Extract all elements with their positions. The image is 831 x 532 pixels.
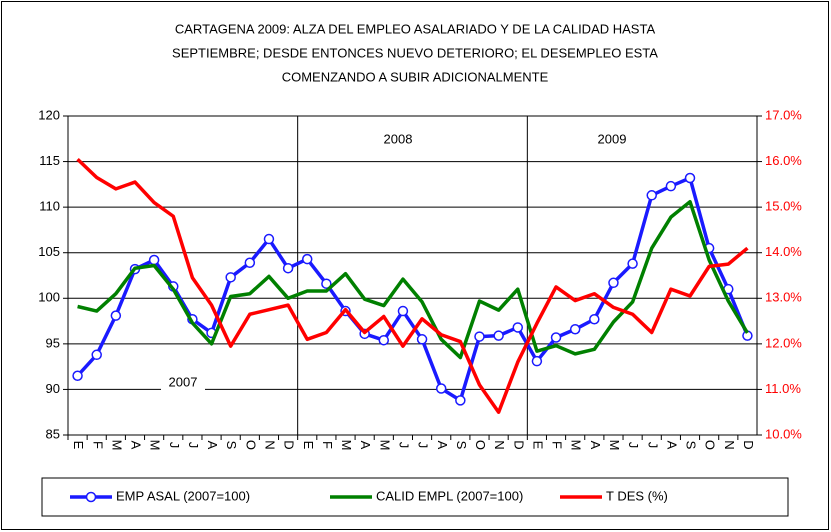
x-tick-label: S: [684, 441, 699, 450]
legend-label: CALID EMPL (2007=100): [376, 488, 523, 503]
y-tick-label: 105: [38, 244, 60, 259]
y2-tick-label: 14.0%: [765, 244, 802, 259]
x-tick-label: J: [626, 442, 641, 449]
x-tick-label: J: [186, 442, 201, 449]
data-point: [72, 370, 83, 382]
legend-marker: [85, 491, 97, 503]
data-point: [301, 253, 313, 265]
x-tick-label: F: [550, 441, 565, 449]
x-tick-label: N: [263, 440, 278, 449]
data-point: [378, 334, 390, 346]
data-point: [321, 278, 332, 289]
data-point: [435, 383, 447, 394]
data-point: [148, 254, 160, 266]
x-tick-label: A: [588, 441, 603, 450]
y-tick-label: 100: [38, 290, 60, 305]
y-tick-label: 110: [39, 199, 60, 214]
y2-tick-label: 13.0%: [765, 290, 802, 305]
x-tick-label: F: [90, 441, 105, 449]
x-tick-label: J: [396, 442, 411, 449]
x-tick-label: S: [454, 441, 469, 450]
x-tick-label: M: [377, 440, 392, 451]
data-point: [569, 324, 581, 335]
y-tick-label: 85: [46, 426, 60, 441]
data-point: [550, 332, 562, 343]
x-tick-label: M: [339, 440, 354, 451]
x-tick-label: A: [358, 441, 373, 450]
x-tick-label: N: [492, 440, 507, 449]
x-tick-label: D: [741, 440, 756, 449]
data-point: [474, 331, 485, 342]
y-tick-label: 115: [39, 153, 60, 168]
x-tick-label: N: [722, 440, 737, 449]
annotation: 2007: [169, 374, 198, 389]
y-tick-label: 120: [38, 107, 60, 122]
y2-tick-label: 12.0%: [765, 335, 802, 350]
y-tick-label: 90: [46, 381, 60, 396]
data-point: [397, 305, 409, 317]
x-tick-label: J: [416, 442, 431, 449]
y-tick-label: 95: [46, 335, 60, 350]
y2-tick-label: 15.0%: [765, 199, 802, 214]
annotation: 2009: [598, 131, 627, 146]
x-tick-label: D: [511, 440, 526, 449]
data-point: [282, 262, 294, 274]
x-tick-label: D: [282, 440, 297, 449]
data-point: [608, 277, 619, 289]
x-tick-label: A: [664, 441, 679, 450]
y2-tick-label: 17.0%: [765, 107, 802, 122]
x-tick-label: S: [224, 441, 239, 450]
x-tick-label: M: [148, 440, 163, 451]
data-point: [646, 190, 657, 201]
chart-title: SEPTIEMBRE; DESDE ENTONCES NUEVO DETERIO…: [172, 45, 658, 60]
data-point: [589, 313, 600, 325]
x-tick-label: M: [607, 440, 622, 451]
x-tick-label: E: [71, 441, 86, 450]
data-point: [627, 258, 638, 269]
data-point: [91, 349, 102, 361]
legend-label: T DES (%): [606, 488, 668, 503]
series-line: [77, 199, 749, 360]
data-point: [531, 355, 543, 367]
x-tick-label: J: [645, 442, 660, 449]
data-point: [455, 395, 466, 406]
data-point: [225, 272, 236, 283]
x-tick-label: F: [320, 441, 335, 449]
x-tick-label: A: [205, 441, 220, 450]
y2-tick-label: 10.0%: [765, 426, 802, 441]
x-tick-label: J: [167, 442, 182, 449]
legend-label: EMP ASAL (2007=100): [116, 488, 250, 503]
x-tick-label: M: [109, 440, 124, 451]
annotation: 2008: [384, 131, 413, 146]
x-tick-label: A: [129, 441, 144, 450]
series-line: [76, 158, 749, 414]
x-tick-label: A: [435, 441, 450, 450]
legend-box: [41, 477, 789, 517]
data-point: [416, 334, 428, 345]
data-point: [110, 310, 122, 321]
data-point: [493, 330, 504, 341]
data-point: [263, 233, 275, 245]
data-point: [665, 180, 677, 192]
data-point: [244, 257, 256, 268]
x-tick-label: E: [301, 441, 316, 450]
y2-tick-label: 16.0%: [765, 153, 802, 168]
y2-tick-label: 11.0%: [765, 381, 801, 396]
x-tick-label: O: [243, 440, 258, 450]
annotation-bg: [161, 374, 205, 392]
data-point: [512, 322, 524, 333]
x-tick-label: M: [569, 440, 584, 451]
chart-title: CARTAGENA 2009: ALZA DEL EMPLEO ASALARIA…: [175, 21, 656, 36]
x-tick-label: O: [703, 440, 718, 450]
data-point: [684, 172, 696, 184]
x-tick-label: E: [530, 441, 545, 450]
chart-title: COMENZANDO A SUBIR ADICIONALMENTE: [282, 69, 549, 84]
x-tick-label: O: [473, 440, 488, 450]
